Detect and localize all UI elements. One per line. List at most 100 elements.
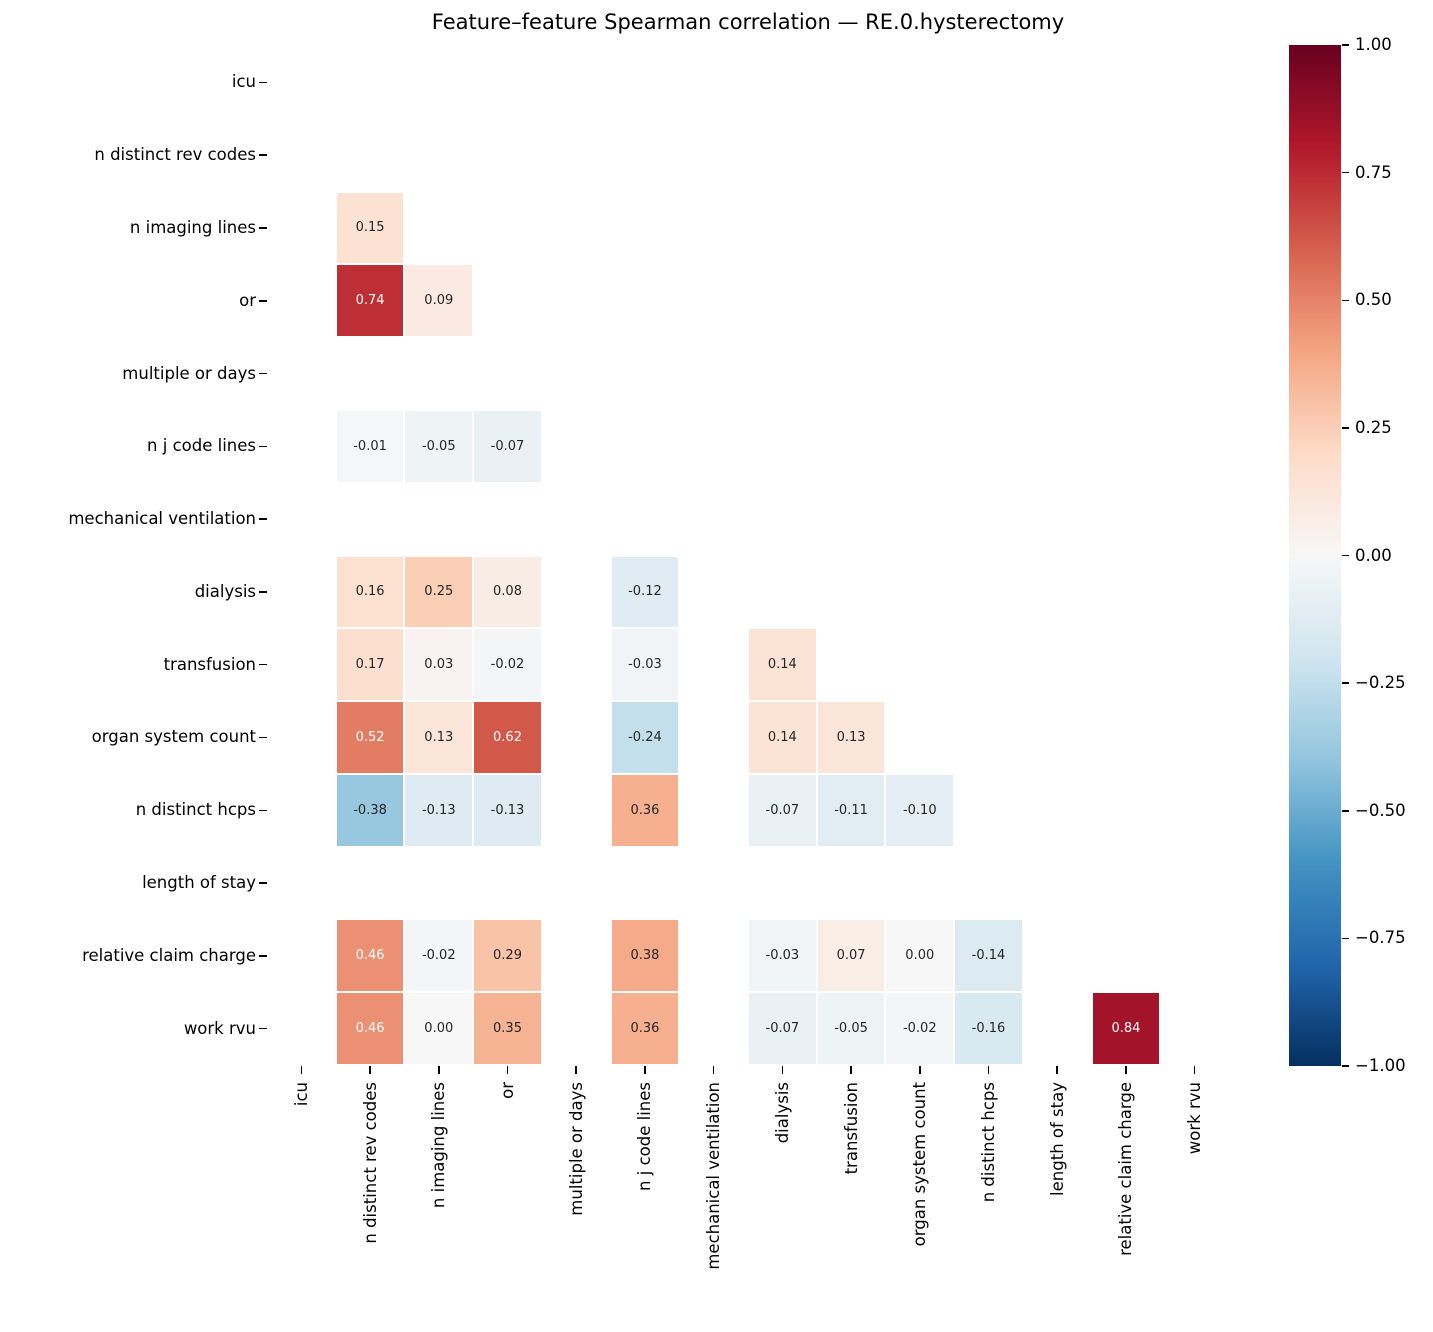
cell-value: -0.05 — [421, 438, 456, 454]
x-tick-label: organ system count — [910, 1082, 930, 1247]
colorbar-tick-label: 0.00 — [1355, 545, 1392, 565]
heatmap-cell: 0.17 — [336, 629, 404, 701]
cell-value: 0.36 — [630, 802, 660, 818]
x-tick-label: or — [497, 1082, 517, 1099]
x-tick-mark — [781, 1066, 784, 1074]
cell-value: 0.14 — [767, 729, 797, 745]
heatmap-cell: -0.02 — [405, 920, 473, 992]
cell-value: -0.07 — [765, 1021, 800, 1037]
colorbar-tick-label: 0.50 — [1355, 290, 1392, 310]
y-tick-label: multiple or days — [122, 363, 256, 383]
y-tick-label: n imaging lines — [129, 217, 256, 237]
x-tick-label: n distinct hcps — [978, 1082, 998, 1203]
cell-value: 0.74 — [355, 293, 385, 309]
x-tick-label: transfusion — [841, 1082, 861, 1175]
cell-value: 0.29 — [493, 948, 522, 964]
y-tick-label: n distinct rev codes — [94, 145, 256, 165]
y-tick-mark — [259, 882, 267, 884]
cell-value: 0.03 — [424, 657, 454, 673]
heatmap-cell: -0.02 — [886, 993, 954, 1064]
heatmap-cell: 0.46 — [336, 993, 404, 1064]
heatmap-cell: 0.08 — [474, 556, 541, 628]
cell-value: -0.16 — [971, 1021, 1006, 1037]
y-tick-mark — [259, 227, 267, 229]
heatmap-cell: 0.46 — [336, 920, 404, 992]
chart-title: Feature–feature Spearman correlation — R… — [431, 10, 1065, 34]
x-tick-mark — [712, 1066, 715, 1074]
x-tick-mark — [506, 1066, 509, 1074]
colorbar-tick-mark — [1342, 937, 1349, 940]
heatmap-cell: 0.36 — [611, 774, 679, 846]
cell-value: 0.84 — [1111, 1021, 1141, 1037]
heatmap-cell: 0.35 — [474, 993, 541, 1064]
colorbar-tick-label: 0.25 — [1355, 417, 1392, 437]
cell-value: 0.46 — [355, 1021, 385, 1037]
heatmap-cell: -0.24 — [611, 702, 679, 773]
cell-value: -0.02 — [490, 657, 525, 673]
heatmap-cell: -0.05 — [405, 410, 473, 482]
cell-value: -0.05 — [834, 1021, 868, 1037]
x-tick-mark — [987, 1066, 990, 1074]
cell-value: 0.13 — [836, 729, 866, 745]
cell-value: 0.38 — [630, 948, 660, 964]
colorbar-tick-mark — [1342, 44, 1349, 46]
y-tick-mark — [259, 300, 267, 302]
cell-value: -0.13 — [421, 802, 456, 818]
cell-value: -0.01 — [353, 438, 387, 454]
cell-value: -0.03 — [628, 657, 662, 673]
heatmap-cell: 0.13 — [817, 702, 885, 773]
heatmap-cell: 0.09 — [405, 265, 473, 337]
colorbar-tick-mark — [1342, 171, 1349, 174]
colorbar-tick-label: −0.75 — [1355, 928, 1406, 948]
x-tick-mark — [919, 1066, 921, 1074]
y-tick-mark — [259, 736, 267, 739]
y-tick-label: or — [239, 290, 256, 310]
cell-value: 0.09 — [424, 293, 454, 309]
heatmap-cell: 0.14 — [748, 629, 816, 701]
heatmap-cell: -0.13 — [405, 774, 473, 846]
y-tick-mark — [259, 809, 267, 811]
cell-value: -0.03 — [765, 948, 800, 964]
heatmap-cell: -0.10 — [886, 774, 954, 846]
x-tick-mark — [300, 1066, 303, 1074]
y-tick-mark — [259, 955, 267, 957]
x-tick-mark — [575, 1066, 577, 1074]
y-tick-mark — [259, 154, 267, 156]
cell-value: -0.10 — [902, 802, 937, 818]
heatmap-cell: -0.03 — [748, 920, 816, 992]
x-tick-mark — [438, 1066, 440, 1074]
heatmap-cell: 0.00 — [405, 993, 473, 1064]
cell-value: -0.38 — [353, 802, 387, 818]
x-tick-label: work rvu — [1185, 1082, 1205, 1155]
heatmap-cell: 0.00 — [886, 920, 954, 992]
heatmap-cell: -0.02 — [474, 629, 541, 701]
cell-value: 0.62 — [493, 729, 522, 745]
heatmap-cell: 0.84 — [1092, 993, 1160, 1064]
cell-value: 0.17 — [355, 657, 385, 673]
heatmap-cell: 0.29 — [474, 920, 541, 992]
x-tick-mark — [1193, 1066, 1196, 1074]
colorbar-gradient — [1289, 45, 1341, 1066]
y-tick-label: organ system count — [91, 727, 256, 747]
x-tick-label: n distinct rev codes — [360, 1082, 380, 1244]
y-tick-label: n j code lines — [147, 436, 256, 456]
cell-value: 0.14 — [767, 657, 797, 673]
heatmap-cell: -0.13 — [474, 774, 541, 846]
y-tick-label: work rvu — [183, 1018, 256, 1038]
cell-value: -0.02 — [902, 1021, 937, 1037]
x-tick-mark — [644, 1066, 646, 1074]
x-tick-label: multiple or days — [566, 1082, 586, 1216]
heatmap-cell: 0.16 — [336, 556, 404, 628]
heatmap-cell: -0.07 — [748, 993, 816, 1064]
heatmap-cell: 0.25 — [405, 556, 473, 628]
cell-value: 0.52 — [355, 729, 385, 745]
cell-value: 0.16 — [355, 584, 385, 600]
colorbar-tick-mark — [1342, 810, 1349, 812]
cell-value: -0.07 — [490, 438, 525, 454]
colorbar-tick-mark — [1342, 299, 1349, 301]
x-tick-label: length of stay — [1047, 1082, 1067, 1196]
heatmap-cell: -0.07 — [474, 410, 541, 482]
x-tick-label: relative claim charge — [1116, 1082, 1136, 1256]
cell-value: 0.13 — [424, 729, 454, 745]
heatmap-cell: -0.38 — [336, 774, 404, 846]
